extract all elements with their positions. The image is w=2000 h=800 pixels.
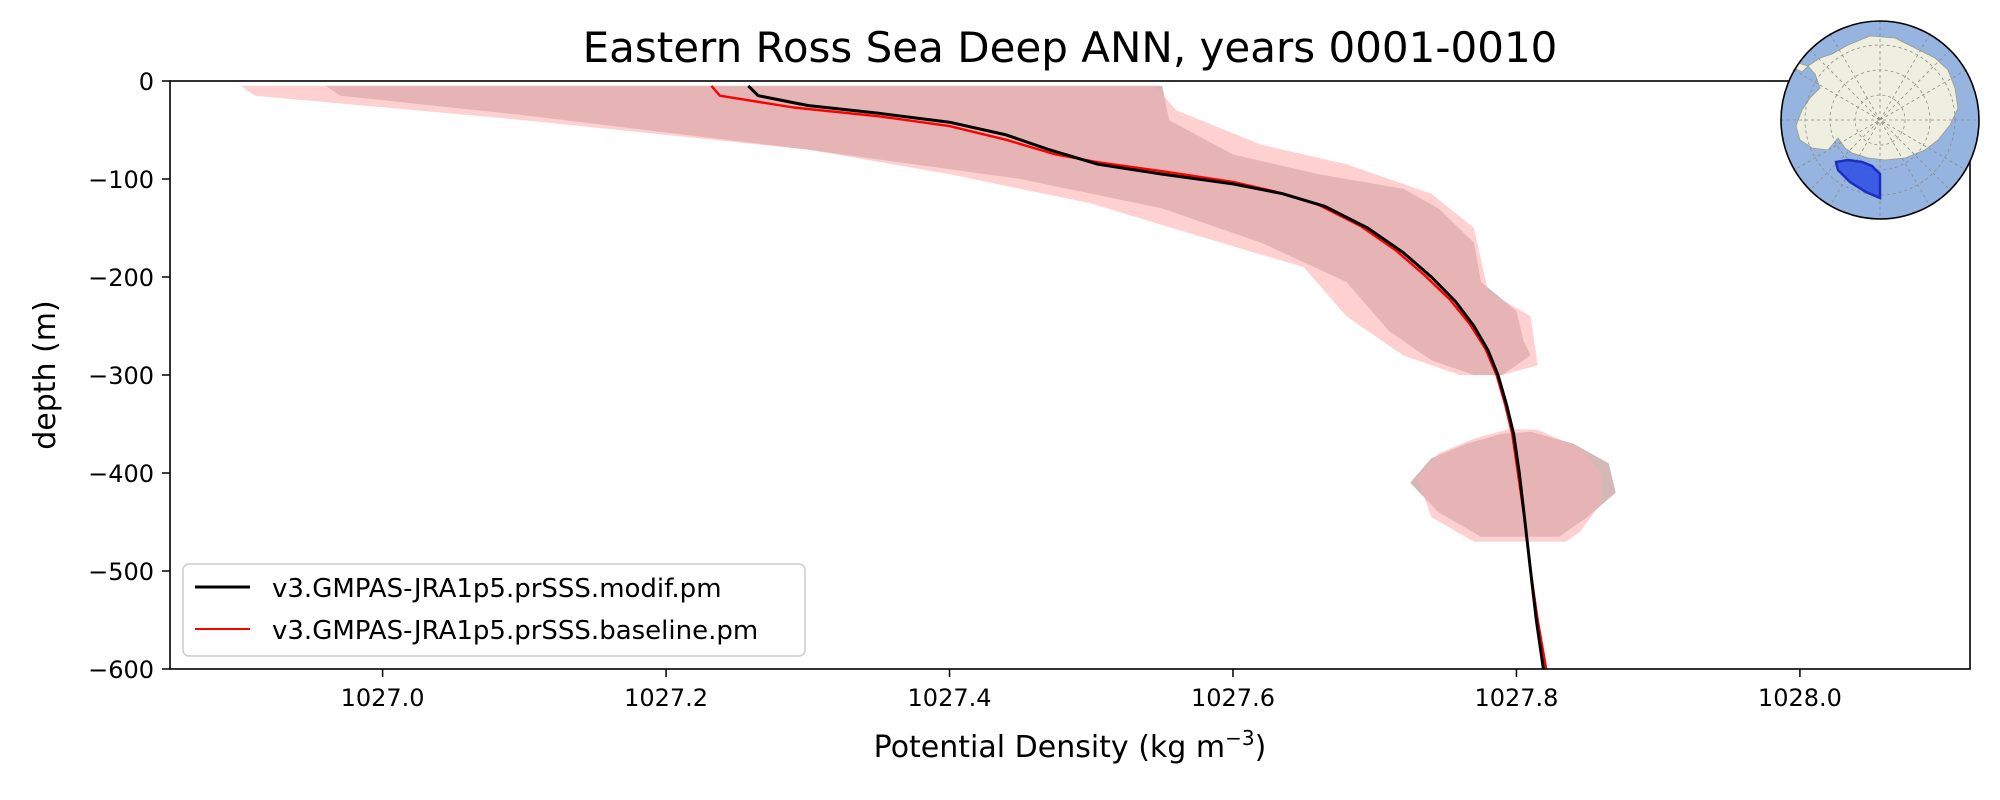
x-axis-label: Potential Density (kg m−3) <box>874 726 1267 765</box>
x-tick-label: 1028.0 <box>1758 684 1842 712</box>
legend: v3.GMPAS-JRA1p5.prSSS.modif.pm v3.GMPAS-… <box>182 563 806 657</box>
y-axis-label: depth (m) <box>28 300 63 450</box>
shaded-bands <box>240 85 1616 542</box>
map-highlight-region <box>1834 158 1882 200</box>
y-tick-label: −300 <box>88 362 154 390</box>
x-tick-label: 1027.2 <box>624 684 708 712</box>
legend-box <box>182 563 806 657</box>
y-tick-label: −500 <box>88 558 154 586</box>
chart-title: Eastern Ross Sea Deep ANN, years 0001-00… <box>583 23 1558 72</box>
y-tick-label: −400 <box>88 460 154 488</box>
x-tick-label: 1027.8 <box>1474 684 1558 712</box>
y-axis-ticks: 0 −100 −200 −300 −400 −500 −600 <box>88 68 170 684</box>
series-lines <box>710 84 1548 669</box>
y-tick-label: −100 <box>88 166 154 194</box>
x-axis-ticks: 1027.0 1027.2 1027.4 1027.6 1027.8 1028.0 <box>341 669 1842 712</box>
map-border <box>1780 20 1980 220</box>
legend-label-modif: v3.GMPAS-JRA1p5.prSSS.modif.pm <box>272 574 722 604</box>
legend-label-baseline: v3.GMPAS-JRA1p5.prSSS.baseline.pm <box>272 616 758 646</box>
x-tick-label: 1027.6 <box>1191 684 1275 712</box>
y-tick-label: −600 <box>88 656 154 684</box>
x-tick-label: 1027.0 <box>341 684 425 712</box>
map-antarctica-land <box>1795 35 1959 161</box>
map-graticule <box>1781 21 1979 219</box>
series-line-modif <box>747 84 1545 669</box>
y-tick-label: −200 <box>88 264 154 292</box>
antarctica-region-map <box>1780 20 1980 220</box>
band-overlap-2 <box>1410 431 1616 537</box>
x-tick-label: 1027.4 <box>908 684 992 712</box>
y-tick-label: 0 <box>139 68 154 96</box>
band-overlap-0 <box>325 85 1531 376</box>
